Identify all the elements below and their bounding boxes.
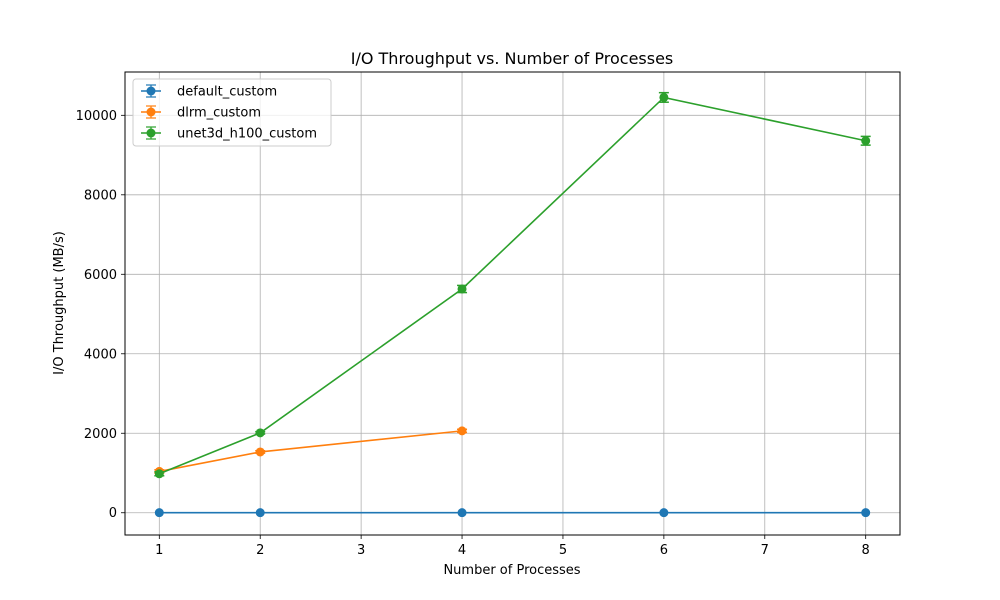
x-tick-label: 2 <box>256 543 264 558</box>
x-axis-label: Number of Processes <box>443 563 580 578</box>
plot-area <box>125 72 900 535</box>
data-point <box>255 428 265 438</box>
grid <box>125 72 900 535</box>
data-point <box>255 508 265 518</box>
legend-label: unet3d_h100_custom <box>177 127 317 142</box>
y-tick-label: 8000 <box>84 188 117 203</box>
series-layer <box>154 91 871 518</box>
legend-entry: unet3d_h100_custom <box>141 126 317 142</box>
x-tick-label: 1 <box>155 543 163 558</box>
y-tick-label: 0 <box>109 506 117 521</box>
x-tick-label: 5 <box>559 543 567 558</box>
legend-entry: dlrm_custom <box>141 105 261 121</box>
data-point <box>659 508 669 518</box>
data-point <box>154 469 164 479</box>
series-unet3d_h100_custom <box>154 91 871 479</box>
data-point <box>659 92 669 102</box>
series-default_custom <box>154 508 871 518</box>
y-axis-label: I/O Throughput (MB/s) <box>52 231 67 375</box>
data-point <box>457 426 467 436</box>
plot-frame <box>124 71 901 536</box>
data-point <box>861 508 871 518</box>
legend-marker <box>146 107 156 117</box>
data-point <box>154 508 164 518</box>
data-point <box>861 136 871 146</box>
chart-title: I/O Throughput vs. Number of Processes <box>351 49 674 68</box>
legend-entry: default_custom <box>141 84 277 100</box>
x-tick-label: 8 <box>862 543 870 558</box>
data-point <box>457 508 467 518</box>
legend-label: dlrm_custom <box>177 106 261 121</box>
x-axis: 1 2 3 4 5 6 7 8 <box>155 535 870 558</box>
legend-marker <box>146 86 156 96</box>
y-tick-label: 6000 <box>84 268 117 283</box>
legend-marker <box>146 128 156 138</box>
legend: default_custom dlrm_custom unet3d_h100_cus… <box>132 78 332 147</box>
legend-label: default_custom <box>177 85 277 100</box>
data-point <box>255 447 265 457</box>
y-axis: 0 2000 4000 6000 8000 10000 <box>76 109 125 521</box>
y-tick-label: 10000 <box>76 109 117 124</box>
x-tick-label: 3 <box>357 543 365 558</box>
x-tick-label: 7 <box>761 543 769 558</box>
x-tick-label: 6 <box>660 543 668 558</box>
x-tick-label: 4 <box>458 543 466 558</box>
legend-box <box>132 78 332 147</box>
y-tick-label: 2000 <box>84 427 117 442</box>
y-tick-label: 4000 <box>84 347 117 362</box>
data-point <box>457 284 467 294</box>
